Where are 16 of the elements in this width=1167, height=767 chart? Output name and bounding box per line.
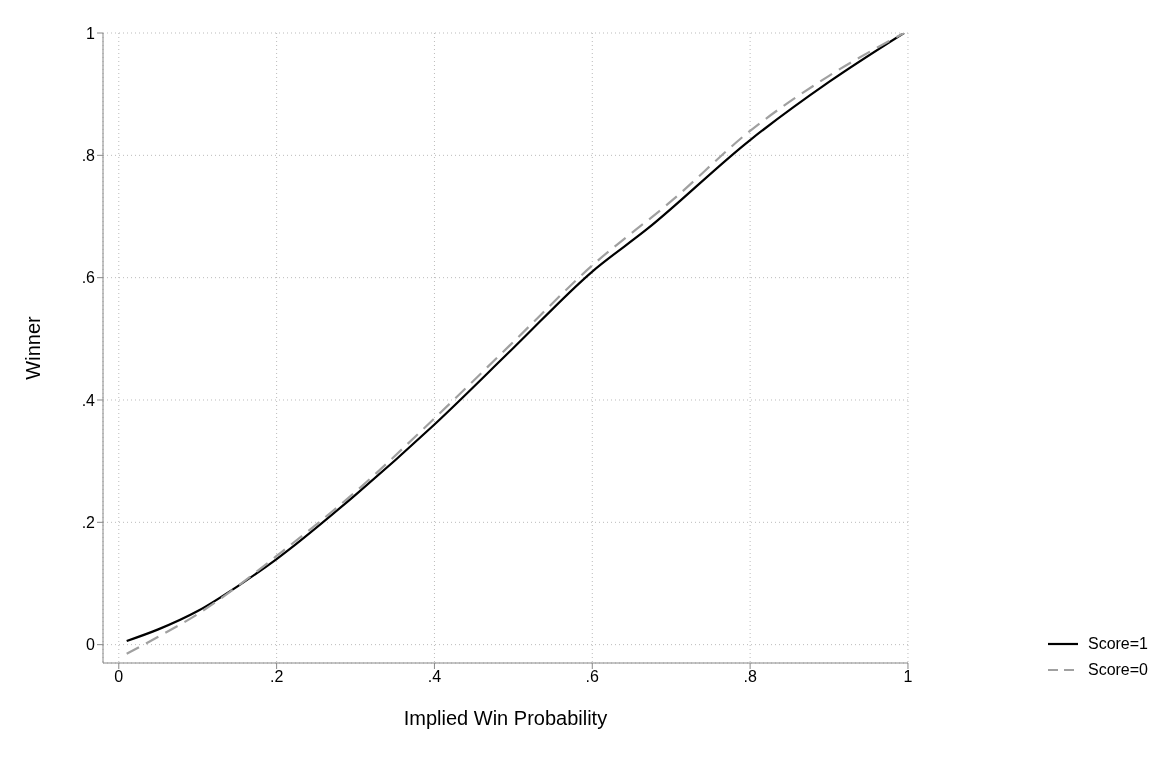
legend-label: Score=0 <box>1087 660 1148 680</box>
x-tick-label: .6 <box>585 668 600 686</box>
x-tick-label: .8 <box>743 668 757 686</box>
y-tick-label: .2 <box>81 514 96 531</box>
x-tick-label: 1 <box>903 668 913 686</box>
y-tick-label: .6 <box>81 269 96 287</box>
x-axis-title: Implied Win Probability <box>403 707 608 729</box>
legend-label: Score=1 <box>1087 634 1148 654</box>
y-tick-label: 1 <box>86 24 96 42</box>
y-tick-label: .4 <box>81 391 96 409</box>
y-axis-title: Winner <box>22 315 45 380</box>
y-tick-label: .8 <box>81 147 96 165</box>
x-tick-label: 0 <box>114 668 124 686</box>
y-tick-label: 0 <box>86 636 96 654</box>
x-tick-label: .4 <box>427 668 442 686</box>
x-tick-label: .2 <box>269 668 284 686</box>
